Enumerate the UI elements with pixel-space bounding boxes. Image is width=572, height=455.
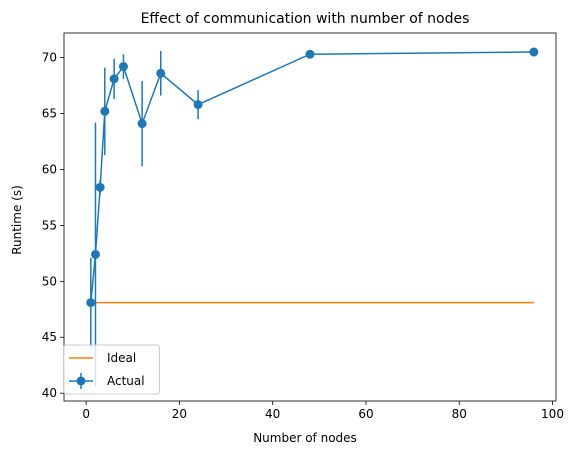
- y-tick-label: 40: [42, 386, 57, 400]
- actual-data-point: [137, 119, 147, 129]
- actual-data-point: [86, 298, 96, 308]
- y-tick-label: 60: [42, 162, 57, 176]
- plot-area: 0 20 40 60 80 100 40 45 50 55 60 65 70 Ideal Actual: [42, 32, 564, 421]
- actual-data-point: [118, 62, 128, 72]
- x-tick-label: 40: [265, 407, 280, 421]
- actual-data-point: [95, 182, 105, 192]
- axes-frame: [63, 32, 557, 402]
- y-tick-label: 50: [42, 274, 57, 288]
- legend: Ideal Actual: [63, 344, 160, 395]
- x-tick-label: 0: [82, 407, 90, 421]
- y-tick-label: 65: [42, 107, 57, 121]
- x-tick-label: 60: [358, 407, 373, 421]
- legend-ideal-label: Ideal: [107, 351, 136, 365]
- y-axis-label: Runtime (s): [10, 185, 24, 255]
- actual-data-point: [529, 47, 539, 57]
- chart-title: Effect of communication with number of n…: [141, 11, 470, 27]
- x-tick-label: 100: [541, 407, 564, 421]
- actual-data-point: [156, 68, 166, 78]
- y-tick-label: 55: [42, 218, 57, 232]
- actual-data-point: [109, 74, 119, 84]
- x-tick-label: 80: [452, 407, 467, 421]
- actual-data-point: [100, 106, 110, 116]
- y-tick-label: 45: [42, 330, 57, 344]
- x-axis-label: Number of nodes: [253, 431, 357, 445]
- x-tick-label: 20: [172, 407, 187, 421]
- actual-series-line: [90, 51, 534, 303]
- actual-data-point: [193, 100, 203, 110]
- actual-data-point: [305, 49, 315, 59]
- legend-actual-marker: [76, 376, 86, 386]
- legend-actual-label: Actual: [107, 374, 145, 388]
- actual-data-point: [90, 249, 100, 259]
- y-tick-label: 70: [42, 51, 57, 65]
